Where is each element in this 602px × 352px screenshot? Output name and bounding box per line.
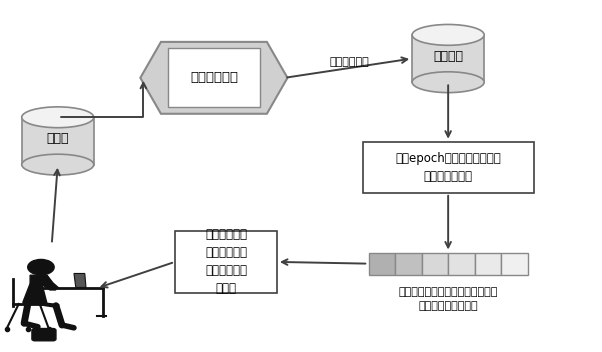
- Text: 计算每张图片的预测方差作为分析
不确定依据，并排序: 计算每张图片的预测方差作为分析 不确定依据，并排序: [399, 287, 498, 311]
- FancyBboxPatch shape: [474, 253, 501, 275]
- Polygon shape: [46, 275, 59, 288]
- Polygon shape: [30, 275, 56, 290]
- Ellipse shape: [412, 72, 484, 93]
- Circle shape: [28, 259, 54, 275]
- FancyBboxPatch shape: [368, 253, 395, 275]
- Ellipse shape: [412, 25, 484, 45]
- FancyBboxPatch shape: [412, 35, 484, 82]
- Ellipse shape: [22, 154, 94, 175]
- FancyBboxPatch shape: [22, 117, 94, 165]
- FancyBboxPatch shape: [395, 253, 421, 275]
- FancyBboxPatch shape: [448, 253, 474, 275]
- FancyBboxPatch shape: [501, 253, 528, 275]
- Text: 未标注集: 未标注集: [433, 50, 463, 63]
- Text: 标注集: 标注集: [46, 132, 69, 145]
- FancyBboxPatch shape: [362, 142, 534, 193]
- Polygon shape: [23, 284, 59, 308]
- FancyBboxPatch shape: [421, 253, 448, 275]
- Text: 选择一批样本: 选择一批样本: [330, 57, 370, 67]
- Ellipse shape: [22, 107, 94, 128]
- Text: 目标检测模型: 目标检测模型: [190, 71, 238, 84]
- Polygon shape: [140, 42, 288, 114]
- Text: 选择模型不确
定最大且满足
时序阈值要求
的样本: 选择模型不确 定最大且满足 时序阈值要求 的样本: [205, 228, 247, 295]
- Text: 每个epoch都对这批图片进行
预测，保存结果: 每个epoch都对这批图片进行 预测，保存结果: [396, 152, 501, 183]
- FancyBboxPatch shape: [175, 231, 277, 293]
- FancyBboxPatch shape: [168, 48, 259, 107]
- Polygon shape: [74, 274, 86, 288]
- FancyBboxPatch shape: [32, 328, 56, 341]
